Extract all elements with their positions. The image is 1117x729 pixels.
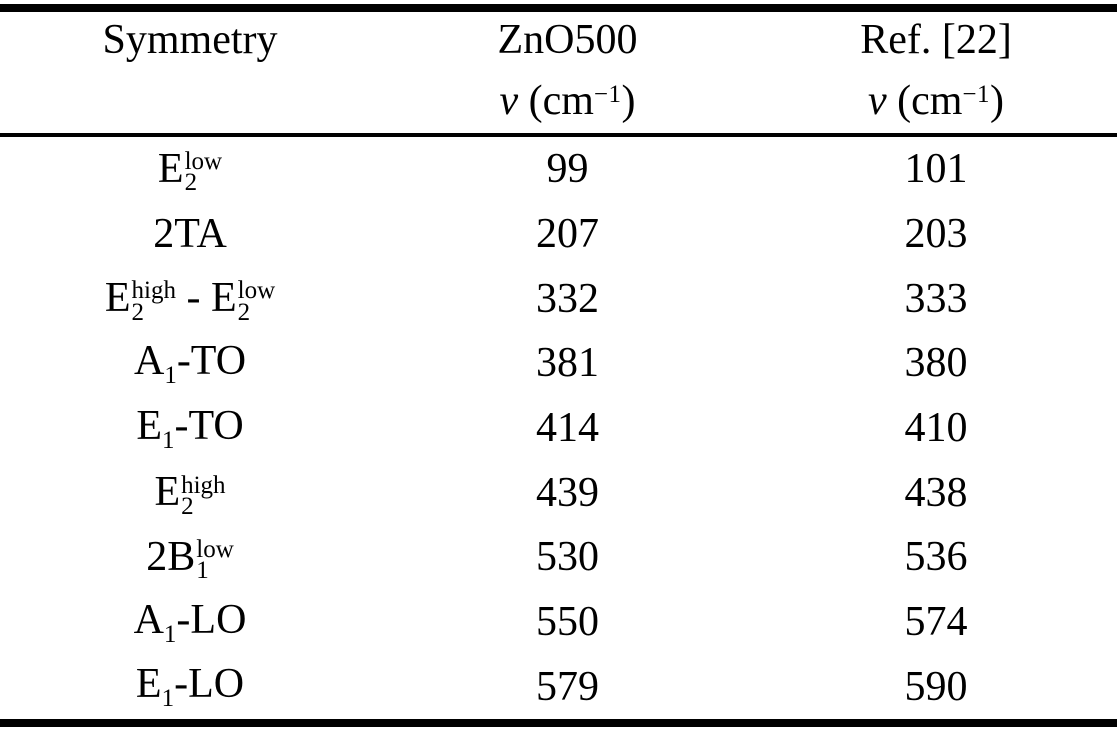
symmetry-text: 2TA	[153, 211, 227, 257]
symmetry-subscript: 2	[181, 492, 194, 520]
unit-open: (cm	[886, 77, 963, 124]
table-header: Symmetry ZnO500 Ref. [22] ν (cm−1) ν (cm…	[0, 12, 1117, 133]
ref-value-cell: 590	[904, 663, 968, 710]
symmetry-text: A	[133, 596, 164, 643]
symmetry-subscript: 2	[237, 298, 251, 326]
ref-value-cell: 574	[904, 599, 968, 646]
ref-value-cell: 101	[904, 146, 968, 193]
unit-open: (cm	[518, 77, 594, 124]
bottom-rule	[0, 719, 1117, 727]
table-row: A1-LO 550 574	[0, 590, 1117, 655]
symmetry-text: E	[157, 146, 184, 193]
symmetry-superscript: high	[131, 277, 176, 305]
symmetry-text: -LO	[174, 661, 245, 708]
zno500-value-cell: 550	[536, 599, 599, 646]
symmetry-supsub-stack: low 1	[196, 536, 234, 585]
column-header-ref: Ref. [22]	[860, 17, 1012, 63]
top-rule	[0, 4, 1117, 12]
symmetry-text: E	[154, 469, 181, 516]
symmetry-text: 2B	[146, 534, 196, 581]
ref-value-cell: 203	[904, 211, 968, 257]
symmetry-subscript: 1	[163, 620, 177, 648]
symmetry-text: -TO	[176, 337, 247, 384]
symmetry-cell: E1-TO	[136, 402, 243, 455]
table-row: 2TA 207 203	[0, 202, 1117, 267]
symmetry-cell: A1-TO	[134, 337, 246, 390]
symmetry-cell: 2B low 1	[146, 533, 234, 585]
ref-value-cell: 380	[904, 340, 968, 387]
nu-symbol: ν	[499, 77, 519, 124]
ref-value-cell: 410	[904, 405, 968, 452]
ref-value-cell: 438	[904, 469, 968, 516]
column-header-symmetry: Symmetry	[102, 17, 278, 63]
unit-exponent: −1	[962, 80, 991, 108]
symmetry-text: -	[175, 275, 211, 322]
symmetry-text: -LO	[176, 596, 247, 643]
zno500-value-cell: 439	[536, 469, 599, 516]
column-header-zno500: ZnO500	[497, 17, 638, 63]
unit-close: )	[990, 77, 1005, 124]
symmetry-text: E	[136, 402, 162, 449]
symmetry-subscript: 1	[161, 426, 175, 454]
zno500-value-cell: 530	[536, 534, 599, 581]
header-rule	[0, 133, 1117, 137]
symmetry-cell: E1-LO	[136, 660, 244, 713]
symmetry-superscript: low	[196, 536, 234, 564]
symmetry-supsub-stack: high 2	[181, 471, 226, 520]
symmetry-text: -TO	[174, 402, 244, 449]
nu-symbol: ν	[867, 77, 887, 124]
symmetry-subscript: 1	[196, 557, 209, 585]
symmetry-text: A	[133, 337, 165, 384]
symmetry-subscript: 2	[184, 169, 198, 197]
symmetry-text: E	[104, 275, 131, 322]
ref-value-cell: 536	[904, 534, 968, 581]
table-row: E1-LO 579 590	[0, 654, 1117, 719]
zno500-value-cell: 207	[536, 211, 599, 257]
symmetry-supsub-stack: low 2	[184, 148, 223, 197]
symmetry-cell: A1-LO	[134, 596, 247, 649]
table-row: E1-TO 414 410	[0, 396, 1117, 461]
symmetry-superscript: low	[237, 277, 276, 305]
symmetry-superscript: high	[181, 471, 226, 499]
symmetry-cell: 2TA	[153, 210, 227, 258]
ref-value-cell: 333	[904, 275, 968, 322]
symmetry-supsub-stack: low 2	[237, 277, 276, 326]
symmetry-supsub-stack: high 2	[131, 277, 176, 326]
zno500-value-cell: 381	[536, 340, 599, 387]
table-row: 2B low 1 530 536	[0, 525, 1117, 590]
zno500-value-cell: 332	[536, 275, 599, 322]
symmetry-superscript: low	[184, 148, 223, 176]
zno500-value-cell: 99	[546, 146, 589, 193]
symmetry-subscript: 1	[164, 361, 177, 389]
zno500-value-cell: 579	[536, 663, 599, 710]
unit-label-zno500: ν (cm−1)	[499, 77, 635, 125]
unit-close: )	[621, 77, 636, 124]
symmetry-text: E	[135, 661, 162, 708]
symmetry-subscript: 2	[131, 298, 145, 326]
unit-label-ref: ν (cm−1)	[868, 77, 1004, 125]
unit-exponent: −1	[593, 80, 622, 108]
symmetry-text: E	[210, 275, 237, 322]
symmetry-subscript: 1	[161, 685, 175, 713]
table-row: A1-TO 381 380	[0, 331, 1117, 396]
zno500-value-cell: 414	[536, 405, 599, 452]
